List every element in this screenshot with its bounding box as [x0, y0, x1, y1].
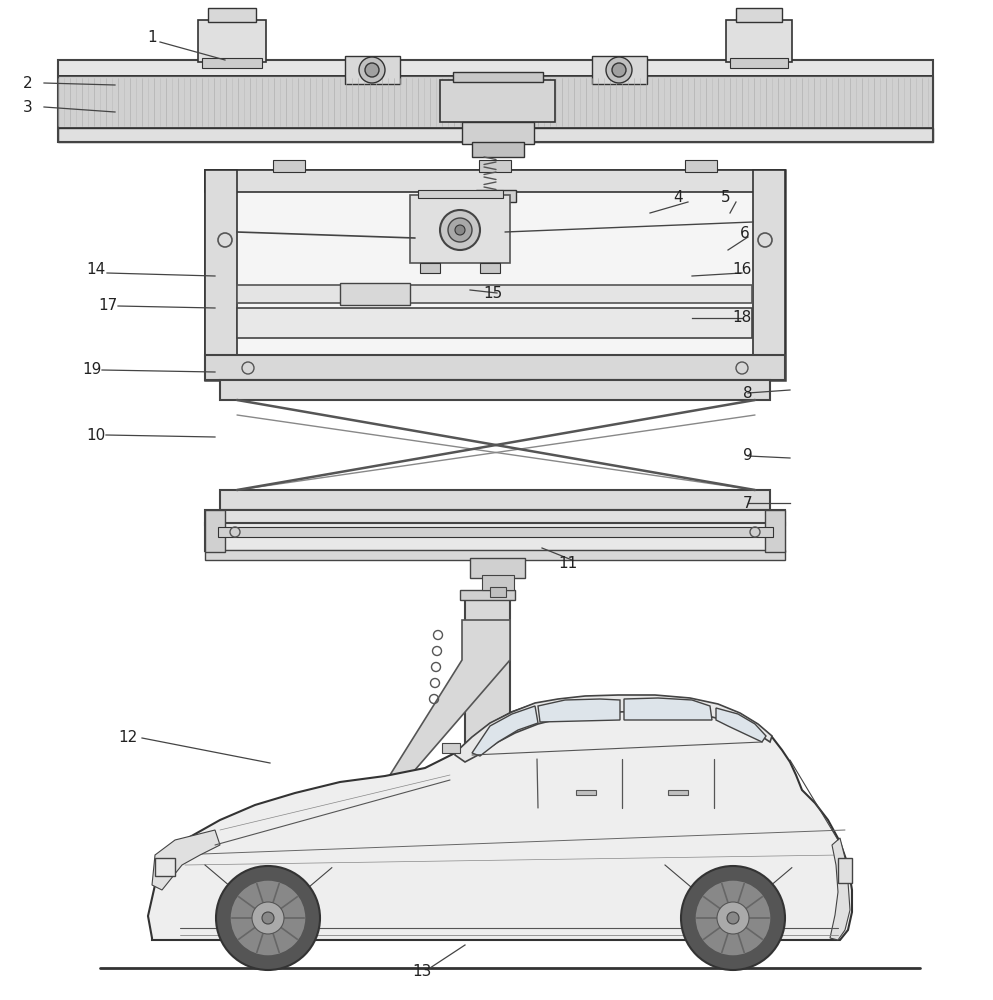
- Polygon shape: [716, 708, 766, 742]
- Polygon shape: [538, 699, 620, 722]
- Bar: [205, 510, 785, 525]
- Circle shape: [695, 880, 771, 956]
- Bar: [453, 72, 543, 82]
- Bar: [58, 128, 933, 142]
- Bar: [410, 195, 510, 263]
- Bar: [205, 510, 225, 552]
- Bar: [765, 510, 785, 552]
- Text: 8: 8: [743, 385, 753, 400]
- Polygon shape: [152, 830, 220, 890]
- Bar: [220, 380, 770, 400]
- Text: 14: 14: [86, 262, 105, 277]
- Bar: [273, 160, 305, 172]
- Bar: [420, 263, 440, 273]
- Text: 9: 9: [743, 448, 753, 464]
- Bar: [442, 743, 460, 753]
- Bar: [472, 142, 524, 157]
- Circle shape: [359, 57, 385, 83]
- Bar: [58, 76, 933, 128]
- Circle shape: [252, 902, 284, 934]
- Bar: [205, 170, 785, 380]
- Bar: [205, 170, 237, 380]
- Text: 16: 16: [732, 262, 752, 277]
- Circle shape: [612, 63, 626, 77]
- Bar: [205, 170, 785, 192]
- Bar: [685, 160, 717, 172]
- Bar: [730, 58, 788, 68]
- Bar: [340, 283, 410, 305]
- Bar: [479, 160, 511, 172]
- Circle shape: [365, 63, 379, 77]
- Bar: [208, 8, 256, 22]
- Bar: [237, 285, 752, 303]
- Polygon shape: [830, 838, 850, 940]
- Text: 5: 5: [721, 190, 731, 205]
- Bar: [490, 587, 506, 597]
- Polygon shape: [148, 696, 852, 940]
- Text: 19: 19: [82, 362, 101, 377]
- Text: 10: 10: [86, 428, 105, 442]
- Bar: [202, 58, 262, 68]
- Bar: [470, 558, 525, 578]
- Circle shape: [727, 912, 739, 924]
- Bar: [220, 490, 770, 510]
- Bar: [58, 60, 933, 142]
- Text: 15: 15: [484, 286, 502, 300]
- Polygon shape: [624, 698, 712, 720]
- Bar: [440, 80, 555, 122]
- Bar: [460, 590, 515, 600]
- Text: 13: 13: [412, 964, 432, 980]
- Bar: [418, 190, 503, 198]
- Polygon shape: [455, 695, 772, 762]
- Bar: [440, 818, 515, 833]
- Bar: [205, 523, 785, 551]
- Bar: [345, 56, 400, 84]
- Bar: [668, 790, 688, 795]
- Polygon shape: [390, 620, 510, 778]
- Text: 11: 11: [558, 556, 578, 570]
- Circle shape: [262, 912, 274, 924]
- Bar: [445, 830, 510, 838]
- Bar: [205, 550, 785, 560]
- Bar: [218, 527, 773, 537]
- Bar: [736, 8, 782, 22]
- Circle shape: [216, 866, 320, 970]
- Bar: [838, 858, 852, 883]
- Text: 7: 7: [743, 495, 753, 510]
- Circle shape: [440, 210, 480, 250]
- Text: 12: 12: [118, 730, 138, 746]
- Bar: [465, 597, 510, 827]
- Bar: [480, 263, 500, 273]
- Text: 17: 17: [98, 298, 117, 314]
- Text: 18: 18: [733, 310, 752, 326]
- Polygon shape: [472, 706, 538, 756]
- Text: 2: 2: [23, 76, 33, 91]
- Bar: [237, 308, 752, 338]
- Bar: [58, 76, 933, 128]
- Bar: [726, 20, 792, 62]
- Bar: [155, 858, 175, 876]
- Text: 6: 6: [740, 226, 750, 240]
- Bar: [482, 575, 514, 590]
- Text: 3: 3: [23, 100, 33, 114]
- Bar: [753, 170, 785, 380]
- Bar: [576, 790, 596, 795]
- Bar: [198, 20, 266, 62]
- Text: 4: 4: [673, 190, 683, 205]
- Bar: [462, 122, 534, 144]
- Circle shape: [455, 225, 465, 235]
- Bar: [58, 60, 933, 76]
- Circle shape: [230, 880, 306, 956]
- Circle shape: [448, 218, 472, 242]
- Bar: [592, 56, 647, 84]
- Circle shape: [717, 902, 749, 934]
- Circle shape: [606, 57, 632, 83]
- Bar: [476, 190, 516, 202]
- Bar: [205, 355, 785, 380]
- Text: 1: 1: [147, 30, 157, 45]
- Circle shape: [681, 866, 785, 970]
